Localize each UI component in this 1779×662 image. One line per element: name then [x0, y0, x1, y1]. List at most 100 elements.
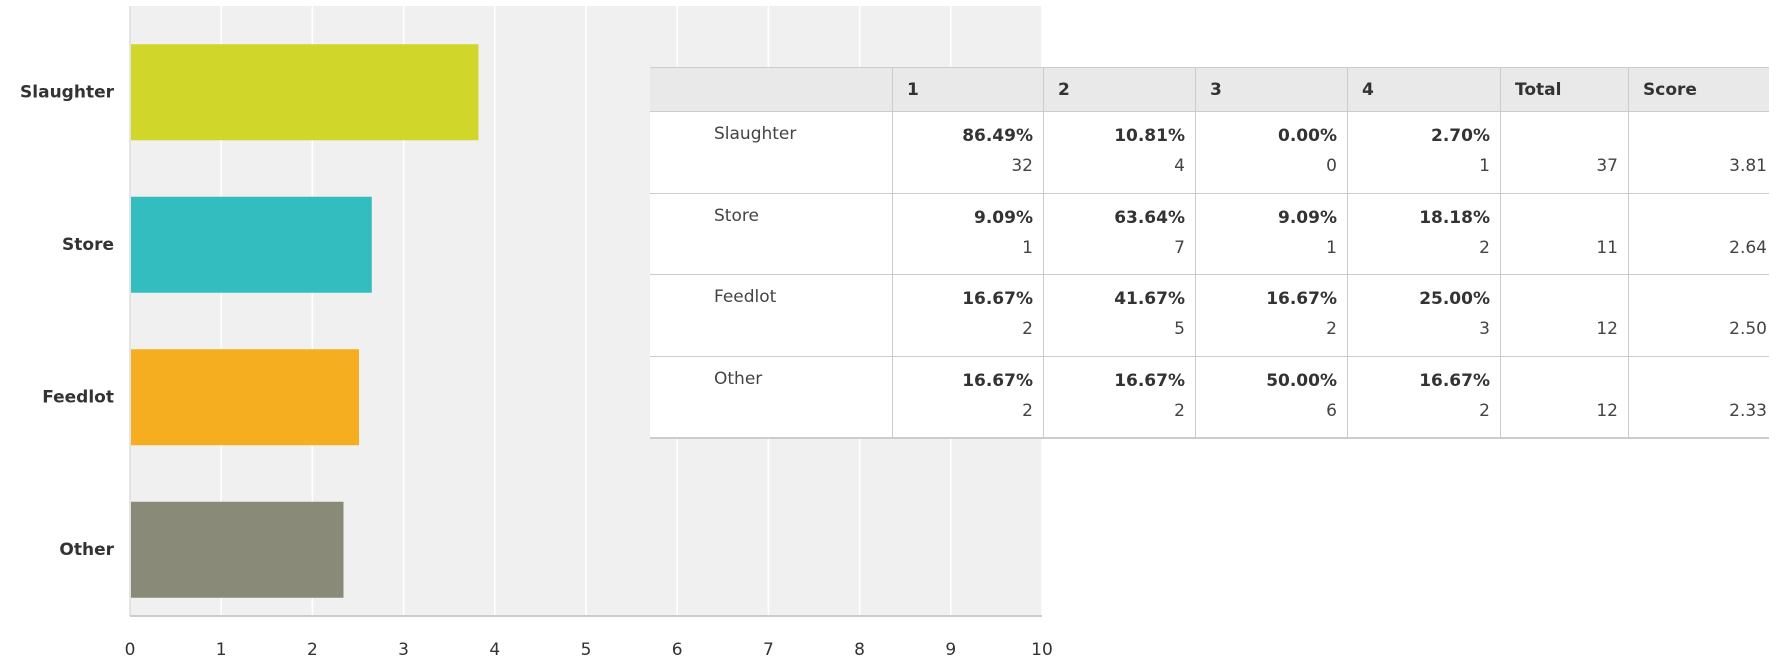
column-border: [1500, 193, 1501, 275]
total: 37: [1596, 156, 1618, 176]
count: 32: [1011, 156, 1033, 176]
results-table: 1 2 3 4 Total Score Slaughter 86.49% 32 10.81% 4 0.…: [650, 67, 1769, 439]
x-tick-label: 0: [125, 640, 136, 660]
percent: 0.00%: [1278, 126, 1337, 146]
column-border: [1195, 193, 1196, 275]
total: 11: [1596, 237, 1618, 258]
percent: 9.09%: [974, 207, 1033, 228]
percent: 9.09%: [1278, 207, 1337, 228]
row-label: Slaughter: [714, 124, 797, 144]
column-border: [892, 193, 893, 275]
x-tick-label: 9: [945, 640, 956, 660]
column-border: [1347, 356, 1348, 438]
count: 3: [1479, 319, 1490, 339]
row-border: [650, 194, 1769, 275]
column-border: [1628, 356, 1629, 438]
total: 12: [1596, 400, 1618, 421]
count: 2: [1326, 319, 1337, 339]
score: 3.81: [1729, 156, 1767, 176]
column-border: [1500, 356, 1501, 438]
column-border: [1043, 112, 1044, 194]
count: 6: [1326, 400, 1337, 421]
x-tick-label: 7: [763, 640, 774, 660]
row-border: [650, 112, 1769, 194]
row-label: Store: [714, 205, 759, 226]
y-tick-label: Slaughter: [20, 82, 115, 102]
percent: 86.49%: [962, 126, 1033, 146]
header-cell: Score: [1628, 67, 1769, 112]
y-tick-label: Feedlot: [42, 387, 114, 407]
count: 0: [1326, 156, 1337, 176]
column-border: [1628, 112, 1629, 194]
percent: 16.67%: [1266, 289, 1337, 309]
percent: 41.67%: [1114, 289, 1185, 309]
column-border: [892, 112, 893, 194]
column-border: [1500, 112, 1501, 194]
column-border: [1347, 275, 1348, 357]
count: 2: [1174, 400, 1185, 421]
column-border: [892, 356, 893, 438]
count: 2: [1479, 400, 1490, 421]
percent: 16.67%: [1114, 370, 1185, 391]
count: 5: [1174, 319, 1185, 339]
column-border: [1195, 356, 1196, 438]
column-border: [1628, 275, 1629, 357]
percent: 25.00%: [1419, 289, 1490, 309]
score: 2.64: [1729, 237, 1767, 258]
header-cell: Total: [1500, 67, 1628, 112]
percent: 16.67%: [1419, 370, 1490, 391]
count: 7: [1174, 237, 1185, 258]
percent: 50.00%: [1266, 370, 1337, 391]
header-cell: 4: [1347, 67, 1500, 112]
column-border: [1347, 193, 1348, 275]
header-cell: 1: [892, 67, 1043, 112]
column-border: [1628, 193, 1629, 275]
header-cell: 3: [1195, 67, 1347, 112]
x-tick-label: 1: [216, 640, 227, 660]
count: 2: [1022, 400, 1033, 421]
score: 2.33: [1729, 400, 1767, 421]
x-tick-label: 3: [398, 640, 409, 660]
x-tick-label: 6: [672, 640, 683, 660]
column-border: [1195, 112, 1196, 194]
percent: 18.18%: [1419, 207, 1490, 228]
score: 2.50: [1729, 319, 1767, 339]
y-tick-label: Other: [59, 540, 114, 560]
row-border: [650, 357, 1769, 438]
column-border: [1195, 275, 1196, 357]
x-tick-label: 8: [854, 640, 865, 660]
bar: [131, 501, 344, 598]
percent: 2.70%: [1431, 126, 1490, 146]
bar: [131, 44, 479, 141]
column-border: [1043, 356, 1044, 438]
header-cell: 2: [1043, 67, 1195, 112]
column-border: [1043, 193, 1044, 275]
x-tick-label: 5: [581, 640, 592, 660]
bar: [131, 196, 372, 293]
row-border: [650, 275, 1769, 357]
x-tick-label: 10: [1031, 640, 1053, 660]
row-label: Feedlot: [714, 287, 777, 307]
y-tick-label: Store: [62, 235, 114, 255]
count: 2: [1022, 319, 1033, 339]
count: 1: [1022, 237, 1033, 258]
count: 1: [1326, 237, 1337, 258]
percent: 10.81%: [1114, 126, 1185, 146]
percent: 63.64%: [1114, 207, 1185, 228]
header-cell: [650, 67, 892, 112]
column-border: [1347, 112, 1348, 194]
percent: 16.67%: [962, 289, 1033, 309]
count: 1: [1479, 156, 1490, 176]
percent: 16.67%: [962, 370, 1033, 391]
x-tick-label: 4: [489, 640, 500, 660]
total: 12: [1596, 319, 1618, 339]
column-border: [1043, 275, 1044, 357]
bar: [131, 349, 359, 446]
count: 4: [1174, 156, 1185, 176]
count: 2: [1479, 237, 1490, 258]
row-label: Other: [714, 368, 763, 389]
column-border: [892, 275, 893, 357]
x-tick-label: 2: [307, 640, 318, 660]
column-border: [1500, 275, 1501, 357]
